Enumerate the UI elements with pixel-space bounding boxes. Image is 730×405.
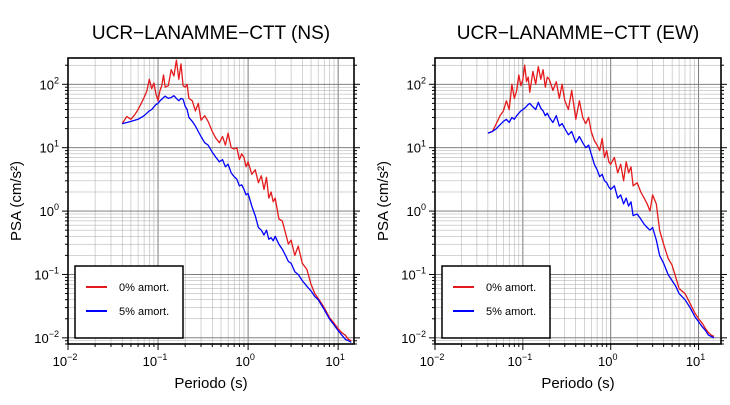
y-tick-exponent: −2 [416, 329, 426, 339]
x-tick-base: 10 [420, 354, 434, 369]
plot-frame [67, 57, 355, 345]
y-tick-base: 10 [40, 77, 54, 92]
y-tick-exponent: 2 [54, 75, 59, 85]
y-tick-exponent: 1 [54, 139, 59, 149]
x-tick-base: 10 [507, 354, 521, 369]
x-tick-base: 10 [325, 354, 339, 369]
x-axis-label: Periodo (s) [541, 375, 614, 392]
x-tick-label: 101 [686, 352, 705, 369]
x-tick-exponent: −2 [434, 352, 444, 362]
x-tick-exponent: −1 [522, 352, 532, 362]
x-tick-exponent: 0 [612, 352, 617, 362]
series-line-0pct [121, 59, 352, 342]
grid-lines [62, 58, 360, 350]
y-axis-label: PSA (cm/s²) [8, 161, 25, 241]
legend: 0% amort. 5% amort. [441, 265, 551, 339]
y-tick-base: 10 [401, 331, 415, 346]
x-tick-label: 100 [598, 352, 617, 369]
y-tick-exponent: 1 [421, 139, 426, 149]
y-tick-label: 10−1 [401, 265, 426, 282]
y-tick-base: 10 [407, 141, 421, 156]
y-tick-base: 10 [407, 204, 421, 219]
y-tick-base: 10 [40, 141, 54, 156]
legend: 0% amort. 5% amort. [74, 265, 184, 339]
y-tick-label: 101 [40, 139, 59, 156]
chart-title: UCR−LANAMME−CTT (NS) [92, 23, 330, 44]
y-tick-base: 10 [40, 204, 54, 219]
legend-box [441, 265, 551, 339]
series-line-5pct [122, 95, 352, 343]
series-line-0pct [487, 64, 715, 338]
y-tick-exponent: 2 [421, 75, 426, 85]
x-tick-label: 10−1 [143, 352, 168, 369]
y-tick-label: 101 [407, 139, 426, 156]
y-tick-exponent: 0 [54, 202, 59, 212]
y-tick-exponent: −1 [49, 265, 59, 275]
x-tick-exponent: −1 [157, 352, 167, 362]
y-tick-base: 10 [407, 77, 421, 92]
x-tick-exponent: 1 [700, 352, 705, 362]
x-axis-label: Periodo (s) [174, 375, 247, 392]
x-tick-label: 10−2 [53, 352, 78, 369]
legend-label: 0% amort. [119, 282, 169, 294]
x-tick-base: 10 [686, 354, 700, 369]
x-tick-exponent: 0 [250, 352, 255, 362]
x-tick-label: 10−1 [507, 352, 532, 369]
y-tick-label: 102 [407, 75, 426, 92]
x-tick-label: 100 [235, 352, 254, 369]
y-tick-label: 100 [407, 202, 426, 219]
y-tick-label: 10−2 [401, 329, 426, 346]
legend-label: 5% amort. [119, 306, 169, 318]
y-tick-label: 10−1 [34, 265, 59, 282]
series-line-5pct [487, 101, 715, 339]
legend-label: 5% amort. [486, 306, 536, 318]
legend-label: 0% amort. [486, 282, 536, 294]
y-tick-label: 102 [40, 75, 59, 92]
y-tick-base: 10 [401, 267, 415, 282]
legend-box [74, 265, 184, 339]
x-tick-base: 10 [598, 354, 612, 369]
x-tick-exponent: −2 [67, 352, 77, 362]
x-tick-label: 10−2 [420, 352, 445, 369]
y-tick-label: 100 [40, 202, 59, 219]
chart-panel-ew: UCR−LANAMME−CTT (EW)10−2 10−1 100 10110−210… [375, 23, 727, 392]
y-tick-base: 10 [34, 267, 48, 282]
chart-panel-ns: UCR−LANAMME−CTT (NS)10−2 10−1 100 10110−210… [8, 23, 360, 392]
y-tick-exponent: −1 [416, 265, 426, 275]
y-tick-base: 10 [34, 331, 48, 346]
chart-title: UCR−LANAMME−CTT (EW) [457, 23, 699, 44]
plot-frame [434, 57, 722, 345]
y-tick-exponent: −2 [49, 329, 59, 339]
x-tick-base: 10 [235, 354, 249, 369]
y-tick-label: 10−2 [34, 329, 59, 346]
y-axis-label: PSA (cm/s²) [375, 161, 392, 241]
x-tick-base: 10 [53, 354, 67, 369]
x-tick-exponent: 1 [340, 352, 345, 362]
x-tick-base: 10 [143, 354, 157, 369]
y-tick-exponent: 0 [421, 202, 426, 212]
x-tick-label: 101 [325, 352, 344, 369]
